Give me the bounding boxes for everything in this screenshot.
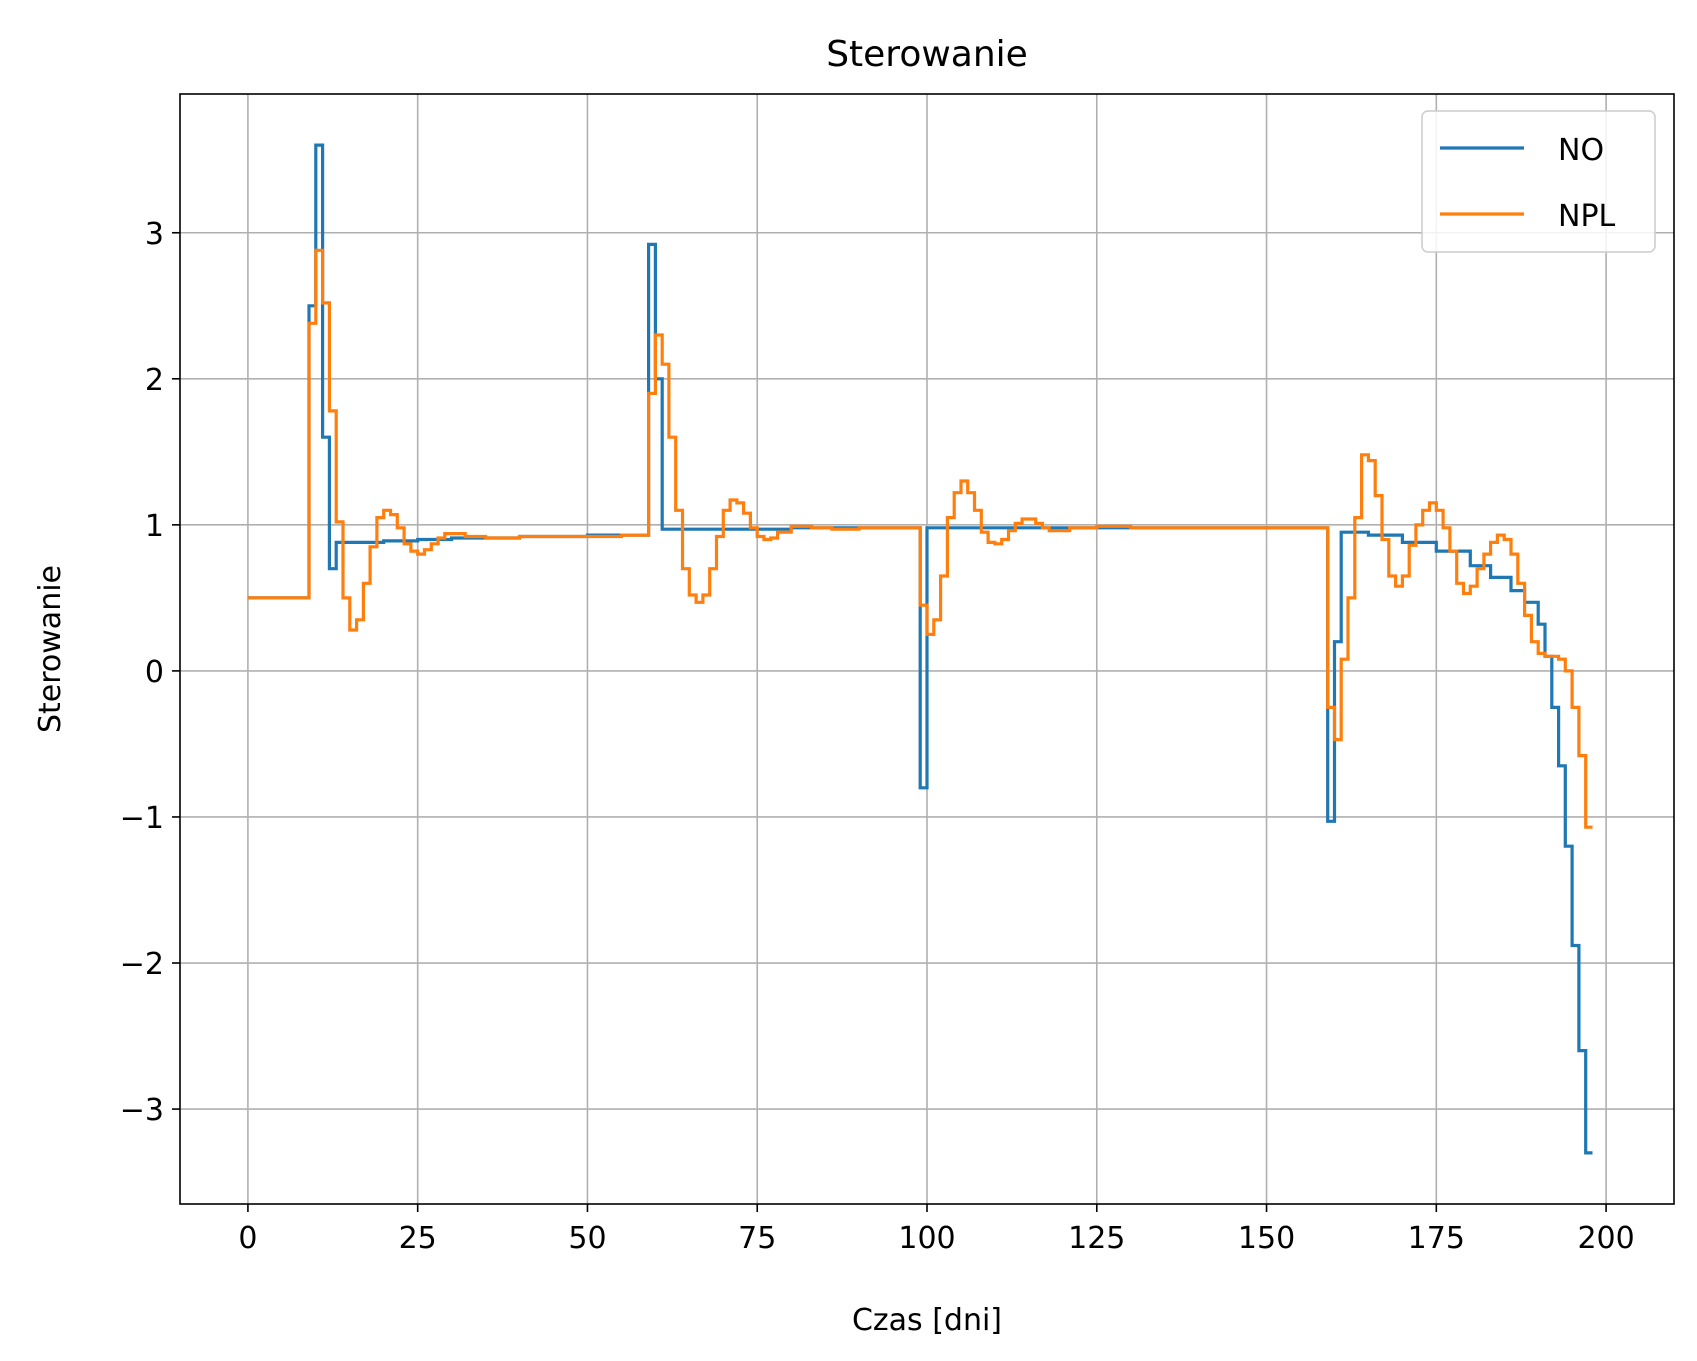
y-tick-label: 3 (145, 217, 164, 252)
y-tick-label: 0 (145, 655, 164, 690)
series-line-npl (247, 248, 1593, 829)
series-line-no (247, 143, 1593, 1155)
legend-label-npl: NPL (1558, 199, 1616, 234)
y-tick-label: 1 (145, 509, 164, 544)
y-tick-label: −2 (120, 947, 164, 982)
x-tick-label: 125 (1068, 1221, 1125, 1256)
x-tick-label: 200 (1577, 1221, 1634, 1256)
y-axis-label: Sterowanie (33, 565, 68, 733)
x-axis-label: Czas [dni] (852, 1303, 1002, 1338)
chart-title: Sterowanie (826, 34, 1028, 75)
y-tick-label: −1 (120, 801, 164, 836)
ticks: 0 25 50 75 100 125 150 175 200 −3 −2 −1 0 1 2 3 (120, 217, 1635, 1256)
legend-box (1421, 110, 1656, 253)
x-tick-label: 150 (1238, 1221, 1295, 1256)
x-tick-label: 25 (399, 1221, 437, 1256)
x-tick-label: 100 (898, 1221, 955, 1256)
x-tick-label: 0 (238, 1221, 257, 1256)
legend: NO NPL (1421, 110, 1656, 253)
grid (180, 94, 1674, 1204)
x-tick-label: 50 (568, 1221, 606, 1256)
series-layer (247, 143, 1593, 1155)
legend-label-no: NO (1558, 133, 1604, 168)
x-tick-label: 175 (1408, 1221, 1465, 1256)
x-tick-label: 75 (738, 1221, 776, 1256)
y-tick-label: −3 (120, 1093, 164, 1128)
y-tick-label: 2 (145, 363, 164, 398)
